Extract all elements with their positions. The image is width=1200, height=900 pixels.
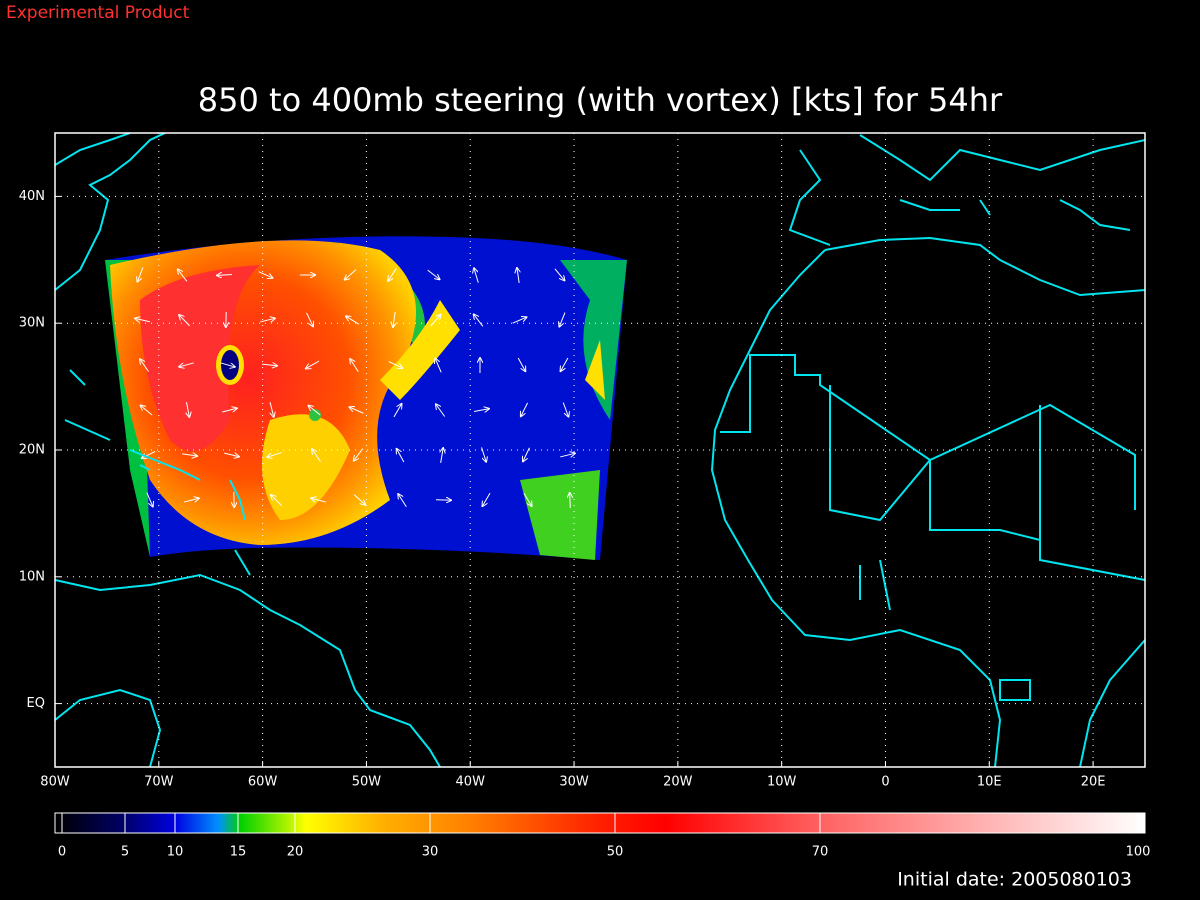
y-tick-label: EQ [27,696,45,711]
wind-arrow [305,360,320,369]
wind-arrow [139,358,149,372]
wind-arrow [186,402,189,418]
wind-arrow [140,405,153,416]
y-tick-label: 10N [19,569,45,584]
wind-arrow [481,447,487,462]
wind-arrow [398,493,407,508]
wind-arrow [523,447,530,462]
wind-arrow [222,408,237,413]
wind-arrow [393,403,402,418]
wind-arrow [260,318,276,322]
wind-arrow [349,407,364,414]
wind-arrow [435,358,442,373]
wind-arrow [570,492,571,509]
colorbar-label: 100 [1126,845,1151,860]
wind-arrow [137,267,144,283]
wind-arrow [435,404,446,417]
wind-arrow [270,494,283,506]
initial-date: Initial date: 2005080103 [897,869,1132,891]
wind-arrow [270,402,274,418]
product-label: Experimental Product [6,3,190,23]
wind-arrow [308,405,321,416]
wind-arrow [430,314,442,327]
wind-arrow [554,268,565,281]
coastlines [54,132,1146,768]
wind-arrow [306,312,314,327]
colorbar-label: 30 [422,845,439,860]
colorbar [54,812,1146,834]
wind-arrow [393,312,395,328]
wind-arrow [474,267,479,283]
wind-arrow [178,314,190,327]
wind-arrow [177,269,188,282]
map-title: 850 to 400mb steering (with vortex) [kts… [198,81,1003,119]
wind-arrow [388,268,397,281]
wind-arrow [266,452,282,458]
wind-arrow [562,402,569,418]
wind-arrow [512,317,528,324]
wind-arrow [178,362,194,367]
wind-arrow [388,361,403,369]
wind-arrow [435,500,452,501]
wind-arrow [517,267,519,283]
wind-arrow [523,492,532,507]
wind-arrow [560,453,576,457]
colorbar-label: 70 [812,845,829,860]
wind-arrow [141,450,156,458]
wind-arrow [312,448,321,462]
wind-arrow [560,357,569,372]
wind-arrow [220,362,235,367]
x-tick-label: 80W [40,775,70,790]
x-tick-label: 30W [559,775,589,790]
wind-arrow [261,364,278,366]
wind-arrow [520,402,529,417]
wind-arrow [184,498,200,503]
wind-arrow [146,492,153,508]
wind-arrow [427,269,441,280]
x-tick-label: 20W [663,775,693,790]
colorbar-label: 20 [287,845,304,860]
colorbar-label: 50 [607,845,624,860]
x-tick-label: 40W [456,775,486,790]
field [105,236,627,560]
wind-arrow [350,358,359,372]
wind-arrow [345,316,360,325]
wind-arrow [482,492,491,507]
wind-arrow [353,448,364,462]
wind-arrow [216,274,233,275]
x-tick-label: 10W [767,775,797,790]
x-tick-label: 10E [977,775,1002,790]
wind-arrow [473,314,484,327]
wind-arrow [182,454,198,456]
y-tick-label: 30N [19,316,45,331]
wind-arrow [559,312,566,328]
wind-arrow [310,498,326,503]
x-tick-label: 20E [1081,775,1106,790]
wind-arrow [224,453,240,457]
map-frame [54,132,1146,768]
wind-arrow [134,318,150,321]
wind-arrow [441,447,444,463]
colorbar-label: 15 [230,845,247,860]
wind-arrow [474,409,490,412]
wind-arrow [517,357,526,372]
x-tick-label: 50W [352,775,382,790]
colorbar-label: 5 [121,845,129,860]
x-tick-label: 60W [248,775,278,790]
colorbar-label: 0 [58,845,66,860]
wind-arrow [258,271,274,279]
y-tick-label: 20N [19,443,45,458]
wind-arrow [344,269,357,281]
y-tick-label: 40N [19,189,45,204]
x-tick-label: 70W [144,775,174,790]
wind-arrow [353,494,366,506]
x-tick-label: 0 [881,775,889,790]
colorbar-label: 10 [167,845,184,860]
